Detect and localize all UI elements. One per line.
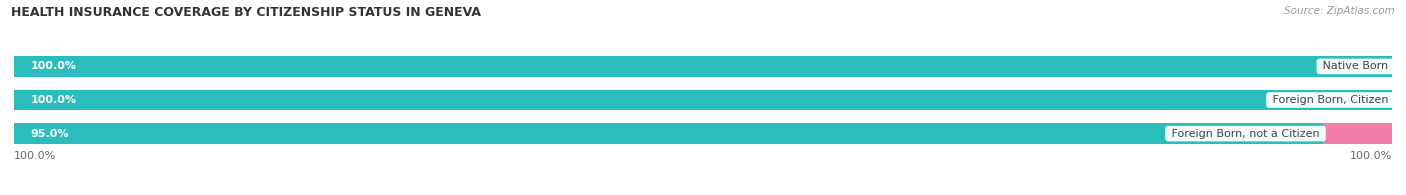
Text: Source: ZipAtlas.com: Source: ZipAtlas.com xyxy=(1284,6,1395,16)
Bar xyxy=(14,123,1323,144)
Bar xyxy=(14,90,1392,110)
Text: Native Born: Native Born xyxy=(1319,61,1392,71)
Bar xyxy=(1323,123,1392,144)
Bar xyxy=(14,123,1392,144)
Bar xyxy=(1392,90,1406,110)
Bar xyxy=(14,56,1392,77)
Bar xyxy=(1392,56,1406,77)
Text: Foreign Born, Citizen: Foreign Born, Citizen xyxy=(1270,95,1392,105)
Text: Foreign Born, not a Citizen: Foreign Born, not a Citizen xyxy=(1168,129,1323,139)
Text: 100.0%: 100.0% xyxy=(14,151,56,161)
Text: 95.0%: 95.0% xyxy=(31,129,69,139)
Text: 100.0%: 100.0% xyxy=(31,95,76,105)
Text: 100.0%: 100.0% xyxy=(31,61,76,71)
Text: HEALTH INSURANCE COVERAGE BY CITIZENSHIP STATUS IN GENEVA: HEALTH INSURANCE COVERAGE BY CITIZENSHIP… xyxy=(11,6,481,19)
Text: 100.0%: 100.0% xyxy=(1350,151,1392,161)
Bar xyxy=(14,56,1392,77)
Bar xyxy=(14,90,1392,110)
